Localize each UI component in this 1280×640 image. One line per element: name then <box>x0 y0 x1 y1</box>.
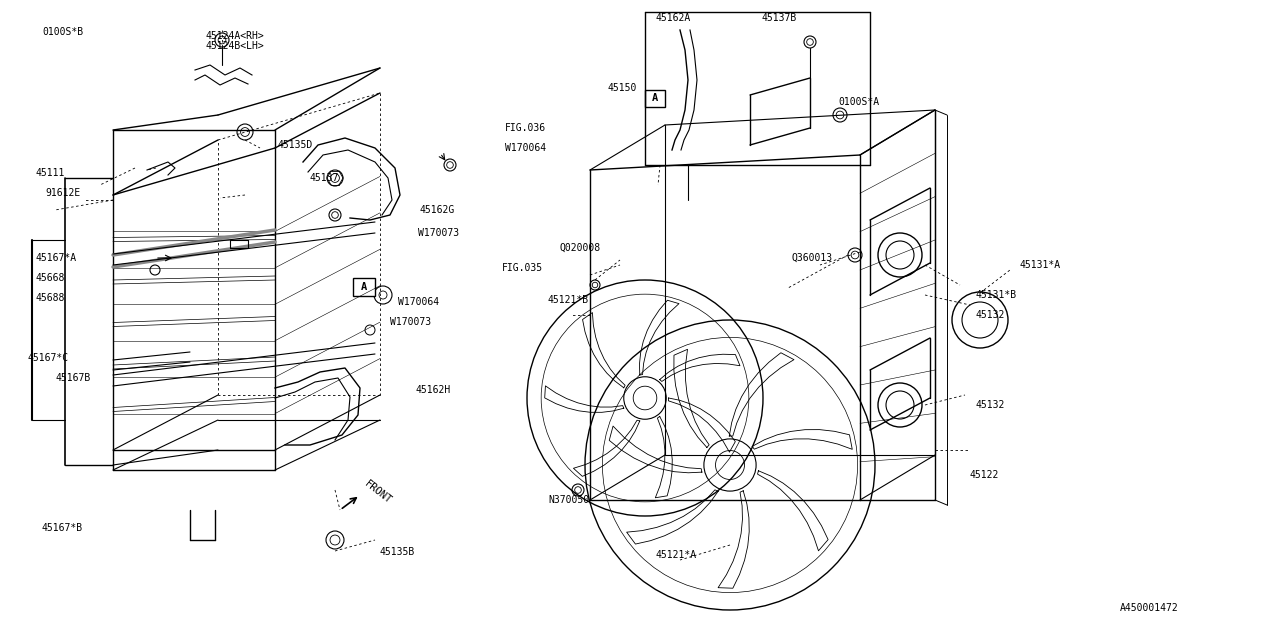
Text: Q360013: Q360013 <box>792 253 833 263</box>
Text: 45137B: 45137B <box>762 13 797 23</box>
Text: FRONT: FRONT <box>364 479 394 506</box>
Text: A450001472: A450001472 <box>1120 603 1179 613</box>
Text: 45132: 45132 <box>975 400 1005 410</box>
Text: 91612E: 91612E <box>45 188 81 198</box>
Text: 45137: 45137 <box>310 173 339 183</box>
Text: Q020008: Q020008 <box>561 243 602 253</box>
Text: W170073: W170073 <box>390 317 431 327</box>
Text: 45122: 45122 <box>970 470 1000 480</box>
Bar <box>645 90 666 107</box>
Text: 45167*C: 45167*C <box>28 353 69 363</box>
Text: W170073: W170073 <box>419 228 460 238</box>
Text: A: A <box>652 93 658 103</box>
Text: 45124B<LH>: 45124B<LH> <box>205 41 264 51</box>
Text: 45162H: 45162H <box>415 385 451 395</box>
Text: W170064: W170064 <box>398 297 439 307</box>
Text: 45150: 45150 <box>608 83 637 93</box>
Text: 45124A<RH>: 45124A<RH> <box>205 31 264 41</box>
Text: 45162G: 45162G <box>420 205 456 215</box>
Text: FIG.035: FIG.035 <box>502 263 543 273</box>
Text: 0100S*A: 0100S*A <box>838 97 879 107</box>
Text: 45167*B: 45167*B <box>42 523 83 533</box>
Text: 45167*A: 45167*A <box>35 253 76 263</box>
Text: 45131*A: 45131*A <box>1020 260 1061 270</box>
Text: FIG.036: FIG.036 <box>506 123 547 133</box>
Text: 45162A: 45162A <box>655 13 690 23</box>
Bar <box>353 278 375 296</box>
Text: 45131*B: 45131*B <box>975 290 1016 300</box>
Text: 45132: 45132 <box>975 310 1005 320</box>
Text: 45167B: 45167B <box>55 373 91 383</box>
Text: W170064: W170064 <box>506 143 547 153</box>
Text: 0100S*B: 0100S*B <box>42 27 83 37</box>
Text: 45688: 45688 <box>35 293 64 303</box>
Text: A: A <box>361 282 367 292</box>
Text: 45668: 45668 <box>35 273 64 283</box>
Text: 45135D: 45135D <box>278 140 314 150</box>
Text: 45111: 45111 <box>35 168 64 178</box>
Text: 45121*B: 45121*B <box>548 295 589 305</box>
Text: N370050: N370050 <box>548 495 589 505</box>
Text: 45135B: 45135B <box>380 547 415 557</box>
Text: 45121*A: 45121*A <box>655 550 696 560</box>
